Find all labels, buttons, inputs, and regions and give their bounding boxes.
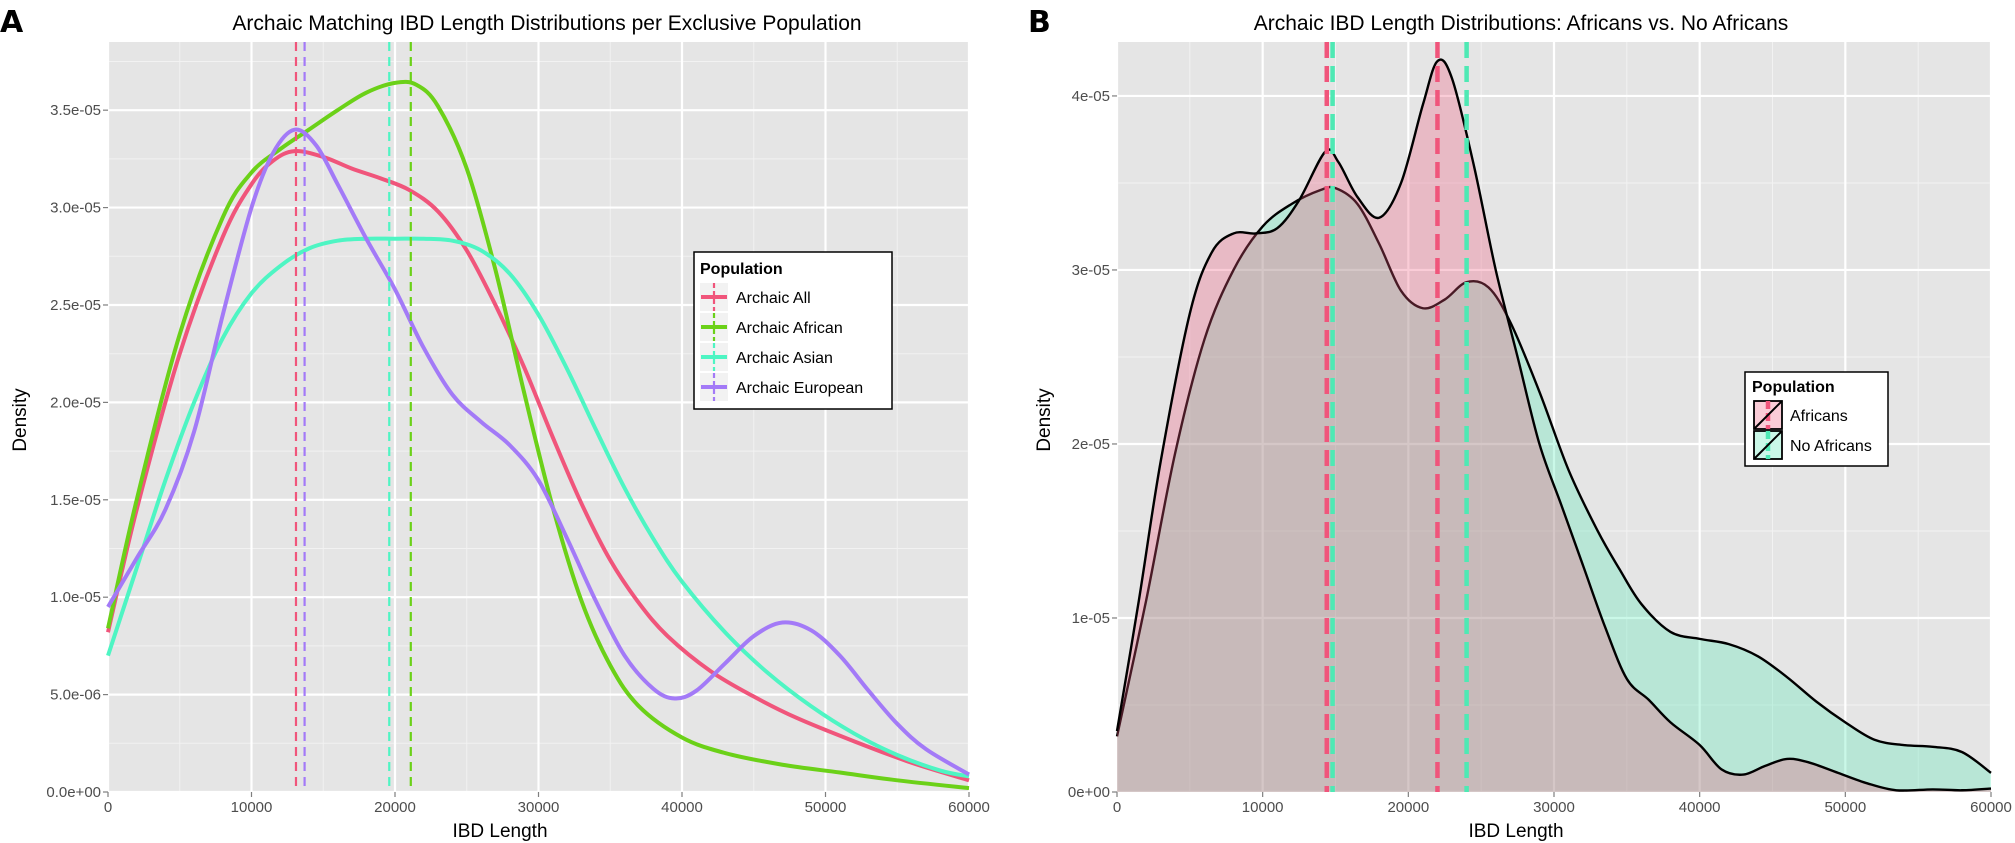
panel-b-legend-label-no-africans: No Africans (1790, 438, 1872, 455)
panel-b-y-tick-label: 1e-05 (1072, 610, 1110, 627)
panel-b-x-tick-label: 50000 (1824, 799, 1866, 816)
panel-a-mean-lines (294, 42, 412, 792)
panel-a-legend-label-archaic-african: Archaic African (736, 320, 843, 337)
panel-a-series (106, 79, 971, 791)
panel-b-y-axis-title: Density (1034, 388, 1055, 452)
panel-a-legend-label-archaic-asian: Archaic Asian (736, 350, 833, 367)
panel-a-line-archaic-african (106, 79, 970, 791)
panel-b-x-tick-label: 10000 (1242, 799, 1284, 816)
panel-b-y-tick-label: 3e-05 (1072, 262, 1110, 279)
panel-b-area-africans (1117, 59, 1991, 792)
panel-a-x-tick-label: 30000 (518, 799, 560, 816)
panel-a-legend-title: Population (700, 261, 783, 278)
panel-b-title: Archaic IBD Length Distributions: Africa… (1254, 12, 1789, 35)
panel-b-y-tick-label: 0e+00 (1068, 784, 1110, 801)
panel-a-y-tick-label: 2.5e-05 (50, 297, 101, 314)
panel-b-legend-key-slash-africans (1753, 400, 1783, 430)
panel-a-x-tick-label: 40000 (661, 799, 703, 816)
panel-a-x-tick-label: 20000 (374, 799, 416, 816)
panel-a-x-tick-label: 10000 (231, 799, 273, 816)
panel-a-x-tick-label: 60000 (948, 799, 990, 816)
panel-b-legend-key-slash-no-africans (1753, 430, 1783, 460)
panel-a-title: Archaic Matching IBD Length Distribution… (232, 12, 861, 35)
panel-a-legend-label-archaic-european: Archaic European (736, 380, 863, 397)
panel-a-legend-label-archaic-all: Archaic All (736, 290, 811, 307)
panel-a-x-axis-title: IBD Length (452, 821, 547, 842)
panel-a-legend-items: Archaic All Archaic African Archaic Asian A… (700, 283, 863, 401)
panel-b-density-chart: B Archaic IBD Length Distributions: Afri… (1028, 5, 2012, 842)
panel-b-x-tick-label: 0 (1113, 799, 1121, 816)
panel-b-area-no-africans (1117, 187, 1991, 792)
panel-b-mean-lines (1324, 42, 1469, 792)
panel-a-x-tick-label: 50000 (805, 799, 847, 816)
panel-b-legend-title: Population (1752, 379, 1835, 396)
panel-b-series (1115, 58, 1992, 792)
panel-a-letter: A (0, 5, 24, 40)
panel-a-y-axis-title: Density (10, 388, 31, 452)
panel-a-y-tick-label: 0.0e+00 (46, 784, 101, 801)
panel-a-line-archaic-all (106, 149, 970, 783)
panel-b-legend: Population Africans No Africans (1744, 371, 1889, 467)
panel-a-line-archaic-asian (106, 236, 970, 779)
panel-a-y-tick-label: 3.0e-05 (50, 200, 101, 217)
panel-a-density-chart: A Archaic Matching IBD Length Distributi… (0, 5, 990, 842)
panel-a-axis-ticks: 0 10000 20000 30000 40000 50000 60000 0.0e+00 5.… (46, 102, 990, 816)
panel-b-x-tick-label: 60000 (1970, 799, 2012, 816)
panel-a-line-archaic-european (106, 127, 971, 777)
panel-a-y-tick-label: 2.0e-05 (50, 394, 101, 411)
panel-b-y-tick-label: 2e-05 (1072, 436, 1110, 453)
panel-a-x-tick-label: 0 (104, 799, 112, 816)
panel-b-legend-label-africans: Africans (1790, 408, 1848, 425)
panel-b-x-tick-label: 40000 (1679, 799, 1721, 816)
panel-b-y-tick-label: 4e-05 (1072, 88, 1110, 105)
panel-a-y-tick-label: 3.5e-05 (50, 102, 101, 119)
panel-a-y-tick-label: 5.0e-06 (50, 687, 101, 704)
panel-b-x-axis-title: IBD Length (1468, 821, 1563, 842)
panel-a-y-tick-label: 1.5e-05 (50, 492, 101, 509)
panel-b-major-grid (1115, 42, 1993, 794)
panel-b-outline-no-africans (1115, 185, 1992, 774)
panel-b-x-tick-label: 30000 (1533, 799, 1575, 816)
panel-b-letter: B (1028, 5, 1051, 40)
panel-b-x-tick-label: 20000 (1387, 799, 1429, 816)
panel-b-axis-ticks: 0 10000 20000 30000 40000 50000 60000 0e+00 1e-0… (1068, 88, 2012, 816)
panel-a-y-tick-label: 1.0e-05 (50, 589, 101, 606)
panel-b-outline-africans (1115, 58, 1992, 792)
panel-b-legend-items: Africans No Africans (1753, 400, 1872, 460)
